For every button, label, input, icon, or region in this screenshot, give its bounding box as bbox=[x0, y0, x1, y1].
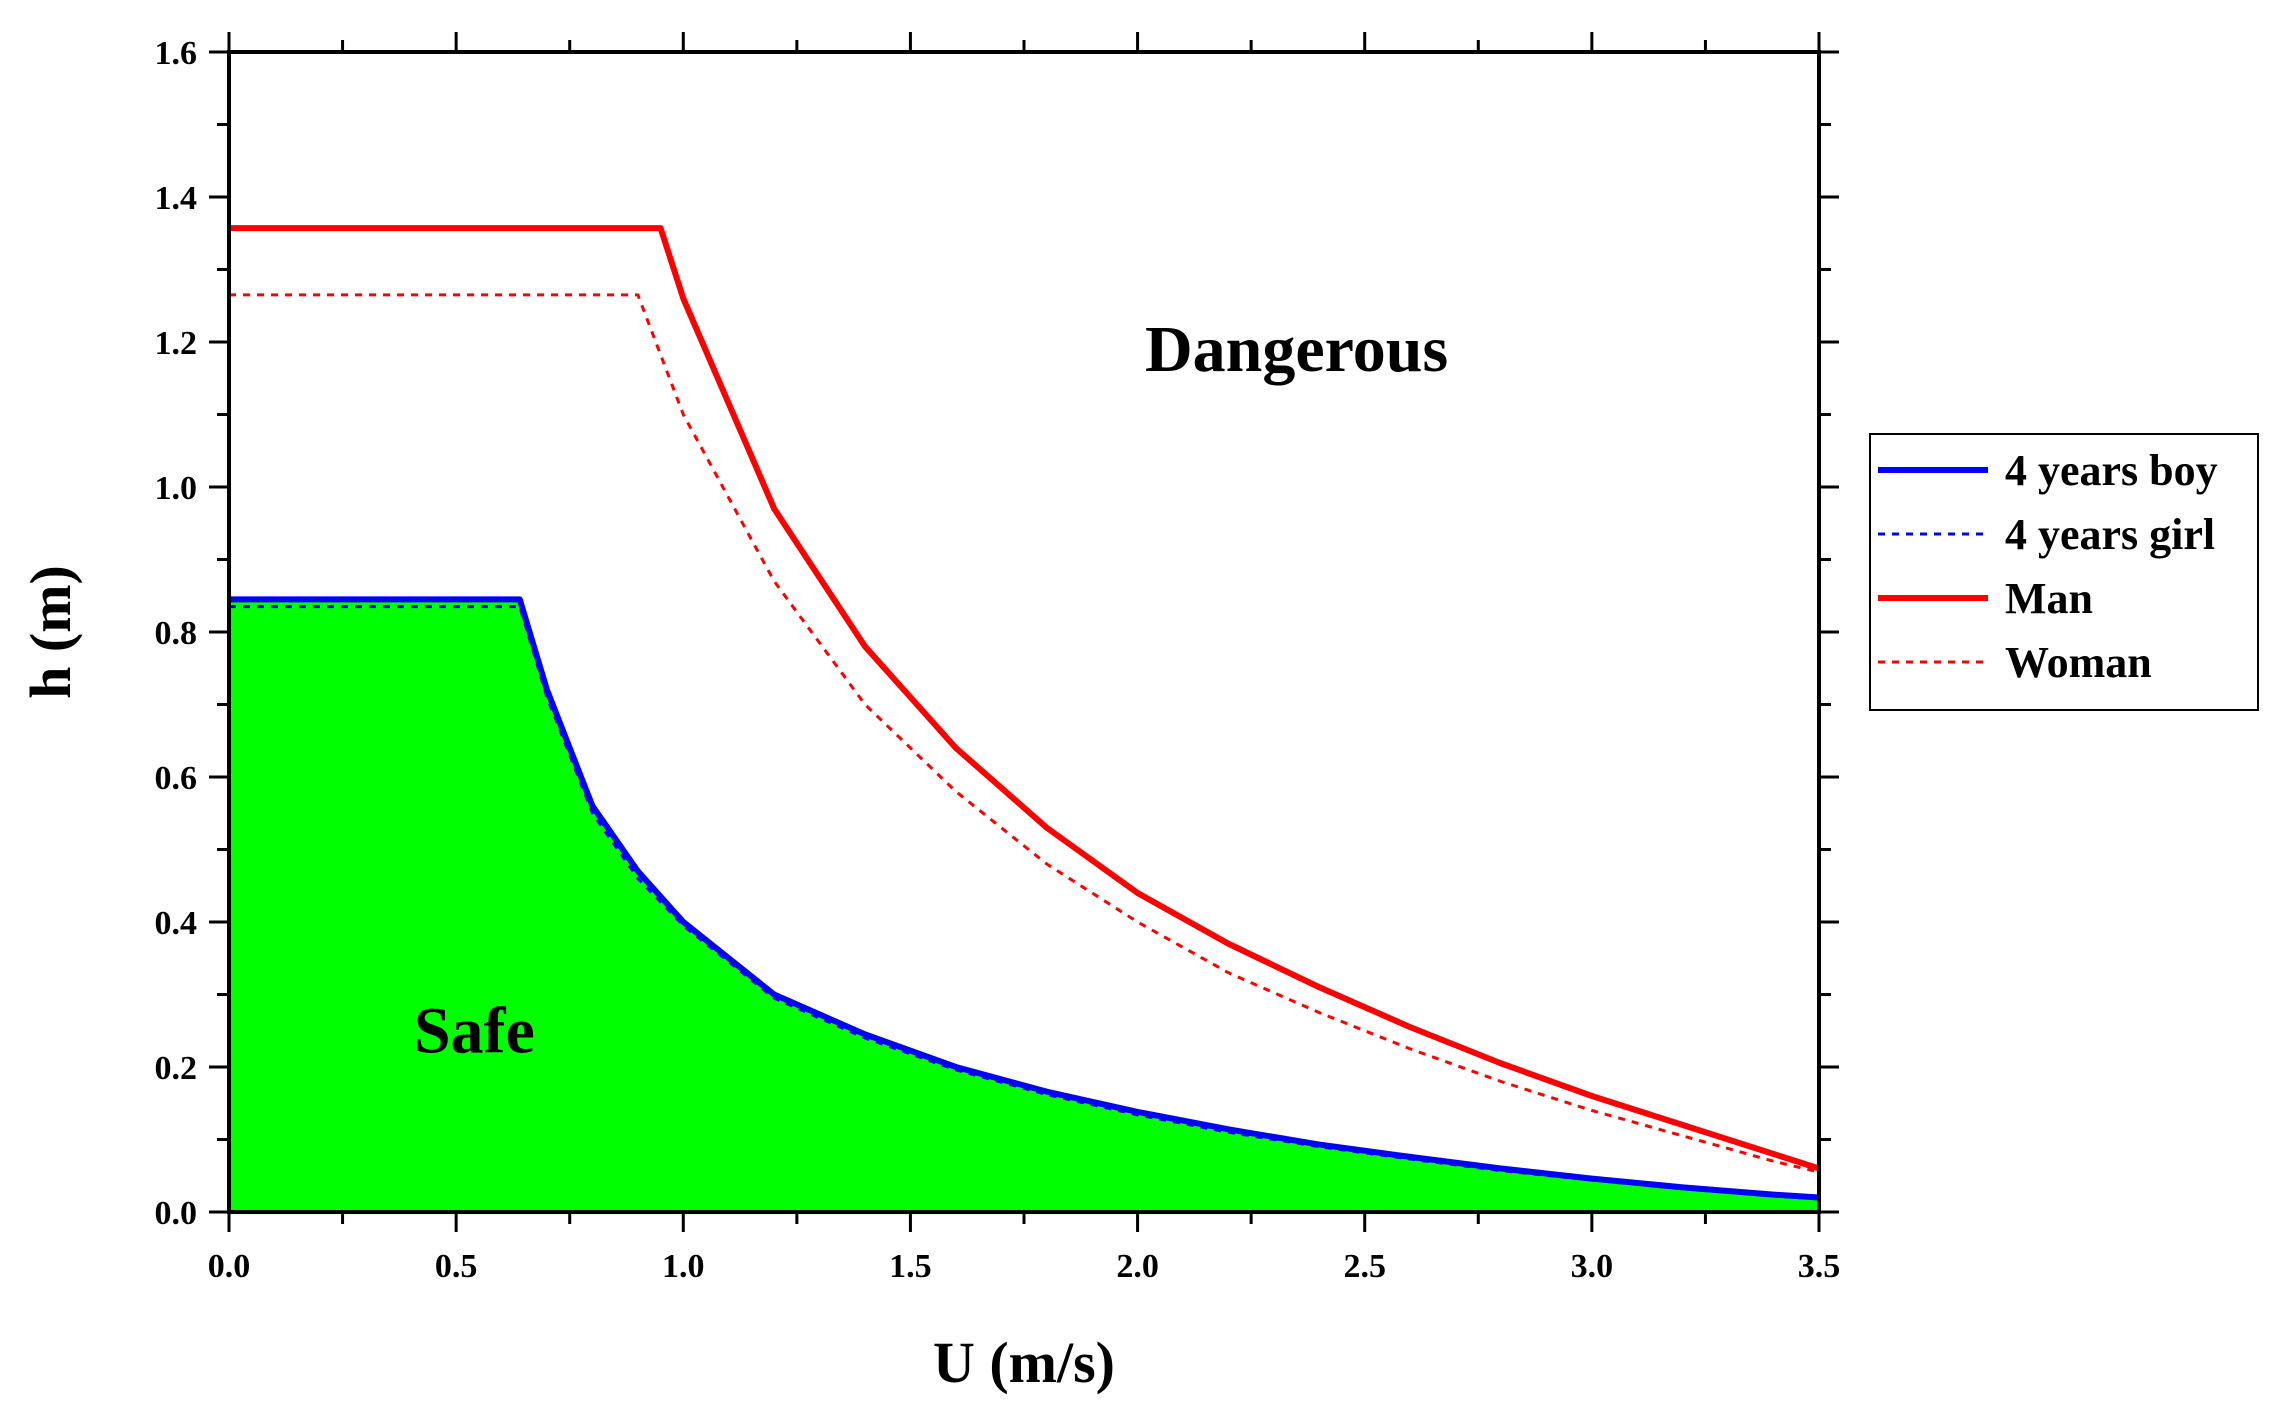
legend-label: Woman bbox=[2005, 638, 2152, 687]
series-line-4-years-girl bbox=[229, 605, 1820, 1201]
x-tick-label: 0.5 bbox=[435, 1248, 478, 1285]
y-tick-label: 0.8 bbox=[155, 615, 198, 652]
x-tick-label: 3.5 bbox=[1798, 1248, 1841, 1285]
legend-label: 4 years girl bbox=[2005, 510, 2215, 559]
safe-region bbox=[229, 599, 1819, 1212]
annotation-safe: Safe bbox=[414, 995, 535, 1068]
y-tick-label: 0.0 bbox=[155, 1195, 198, 1232]
legend: 4 years boy 4 years girl Man Woman bbox=[1869, 433, 2259, 711]
axes: 0.0 0.5 1.0 1.5 2.0 2.5 3.0 3.5 0.0 0.2 0.4 0.6 0.8 1… bbox=[18, 32, 1840, 1395]
legend-box bbox=[1869, 433, 2259, 711]
annotations: Dangerous Safe bbox=[414, 313, 1448, 1068]
y-tick-label: 1.4 bbox=[155, 180, 198, 217]
y-tick-label: 1.6 bbox=[155, 35, 198, 72]
series-line-man bbox=[229, 225, 1820, 1172]
x-tick-label: 1.5 bbox=[889, 1248, 932, 1285]
legend-label: 4 years boy bbox=[2005, 446, 2218, 495]
y-tick-label: 0.2 bbox=[155, 1050, 198, 1087]
x-tick-label: 3.0 bbox=[1571, 1248, 1614, 1285]
y-tick-label: 0.4 bbox=[155, 905, 198, 942]
y-axis-title: h (m) bbox=[18, 565, 83, 699]
plot-area bbox=[229, 225, 1820, 1212]
legend-label: Man bbox=[2005, 574, 2093, 623]
annotation-dangerous: Dangerous bbox=[1145, 313, 1448, 386]
y-tick-label: 1.2 bbox=[155, 325, 198, 362]
x-axis-title: U (m/s) bbox=[933, 1330, 1115, 1395]
y-tick-label: 1.0 bbox=[155, 470, 198, 507]
x-tick-label: 0.0 bbox=[208, 1248, 251, 1285]
series-line-woman bbox=[229, 293, 1820, 1174]
x-tick-label: 1.0 bbox=[662, 1248, 705, 1285]
y-tick-label: 0.6 bbox=[155, 760, 198, 797]
x-tick-label: 2.5 bbox=[1343, 1248, 1386, 1285]
x-tick-label: 2.0 bbox=[1116, 1248, 1159, 1285]
